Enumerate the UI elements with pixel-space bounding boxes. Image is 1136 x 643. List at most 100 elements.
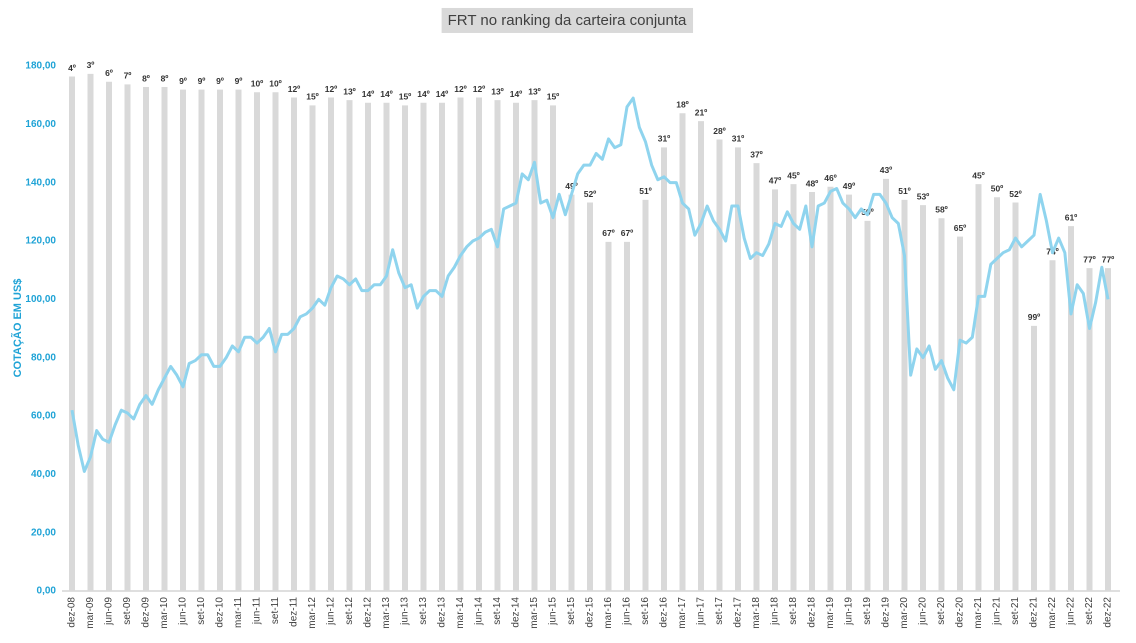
x-tick-label: mar-16: [603, 597, 614, 629]
x-tick-label: mar-21: [973, 597, 984, 629]
x-tick-label: set-12: [344, 597, 355, 625]
x-tick-label: set-15: [566, 597, 577, 625]
bar-label: 12º: [288, 84, 301, 94]
chart-title: FRT no ranking da carteira conjunta: [448, 12, 687, 29]
x-tick-label: set-10: [196, 597, 207, 625]
bar: [1012, 202, 1019, 591]
bar: [975, 184, 982, 591]
y-tick-label: 100,00: [25, 294, 56, 305]
bar-label: 67º: [621, 228, 634, 238]
bar: [957, 236, 963, 591]
bar-label: 45º: [972, 170, 985, 180]
bar: [679, 113, 686, 591]
x-tick-label: dez-19: [881, 597, 892, 628]
bar: [346, 100, 353, 591]
bar: [309, 105, 316, 591]
bar-label: 49º: [843, 181, 856, 191]
bar-label: 8º: [142, 73, 150, 83]
bar-label: 4º: [68, 63, 76, 73]
bar-label: 9º: [179, 76, 187, 86]
bar-label: 51º: [639, 186, 652, 196]
bar: [494, 100, 501, 591]
bar-label: 13º: [528, 86, 541, 96]
bar-label: 9º: [235, 76, 243, 86]
bar: [365, 102, 371, 591]
x-tick-label: mar-12: [307, 597, 318, 629]
x-tick-label: mar-14: [455, 597, 466, 629]
bar: [642, 199, 649, 591]
x-tick-label: jun-21: [992, 597, 1003, 626]
bar: [790, 184, 797, 591]
bar: [550, 105, 556, 591]
bar-label: 77º: [1102, 254, 1115, 264]
bar: [291, 97, 297, 591]
bar-label: 12º: [473, 84, 486, 94]
price-line: [70, 96, 1110, 473]
x-tick-label: dez-14: [511, 597, 522, 628]
x-tick-label: set-09: [122, 597, 133, 625]
x-tick-label: mar-09: [85, 597, 96, 629]
y-tick-label: 160,00: [25, 119, 56, 130]
x-tick-label: jun-18: [770, 597, 781, 626]
x-tick-label: set-19: [862, 597, 873, 625]
x-tick-label: set-21: [1010, 597, 1021, 625]
x-tick-label: jun-11: [252, 597, 263, 625]
bar-label: 28º: [713, 126, 726, 136]
title-background: [441, 7, 694, 33]
x-tick-label: dez-11: [289, 597, 300, 627]
bar: [605, 241, 612, 591]
bar: [439, 102, 445, 591]
bar: [809, 192, 815, 591]
x-tick-label: set-22: [1084, 597, 1095, 625]
x-tick-label: dez-10: [215, 597, 226, 628]
bar-label: 12º: [454, 84, 467, 94]
bar: [235, 89, 242, 591]
bar-label: 18º: [676, 100, 689, 110]
bar-label: 14º: [510, 89, 523, 99]
bar: [161, 87, 168, 591]
bar-label: 7º: [124, 71, 132, 81]
bar-label: 15º: [547, 92, 560, 102]
bar: [1086, 268, 1093, 591]
bar: [383, 102, 390, 591]
bar: [994, 197, 1000, 591]
bar-label: 67º: [602, 228, 615, 238]
bar-label: 31º: [732, 134, 745, 144]
bar-label: 99º: [1028, 312, 1041, 322]
x-tick-label: jun-09: [104, 597, 115, 626]
bar: [217, 89, 223, 591]
bar-label: 49º: [565, 181, 578, 191]
bar-label: 15º: [306, 92, 319, 102]
y-tick-label: 80,00: [31, 352, 56, 363]
bar-label: 52º: [584, 189, 597, 199]
bar: [938, 218, 945, 591]
bar: [883, 178, 889, 591]
bar-label: 6º: [105, 68, 113, 78]
bar: [143, 87, 149, 591]
bar-label: 48º: [806, 178, 819, 188]
x-tick-label: dez-17: [733, 597, 744, 628]
bar-label: 14º: [436, 89, 449, 99]
x-tick-label: jun-16: [622, 597, 633, 626]
bar-label: 14º: [362, 89, 375, 99]
x-tick-label: set-18: [788, 597, 799, 625]
y-tick-label: 0,00: [37, 586, 57, 597]
x-tick-label: dez-22: [1103, 597, 1114, 628]
x-tick-label: jun-14: [474, 597, 485, 626]
x-tick-label: mar-11: [233, 597, 244, 628]
y-tick-label: 140,00: [25, 177, 56, 188]
bar: [827, 186, 834, 591]
bar: [531, 100, 538, 591]
x-tick-label: set-11: [270, 597, 281, 624]
y-tick-label: 120,00: [25, 236, 56, 247]
y-tick-label: 180,00: [25, 61, 56, 72]
bar: [568, 194, 575, 591]
x-tick-label: set-16: [640, 597, 651, 625]
bar: [328, 97, 334, 591]
x-tick-label: jun-10: [178, 597, 189, 626]
x-tick-label: dez-08: [67, 597, 78, 628]
bar-label: 77º: [1083, 254, 1096, 264]
y-tick-label: 60,00: [31, 411, 56, 422]
x-tick-label: set-17: [714, 597, 725, 625]
bar-label: 61º: [1065, 212, 1078, 222]
